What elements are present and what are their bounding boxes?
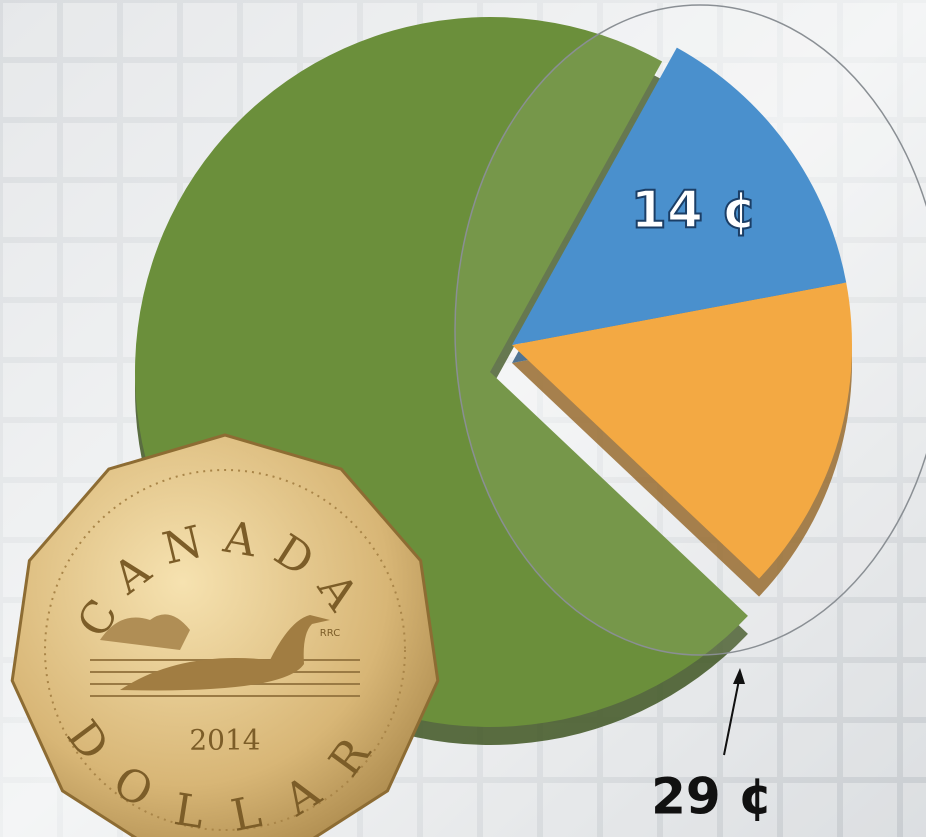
value-label: 14 ¢ [631,181,758,241]
coin-initials: RRC [320,628,340,639]
coin-year: 2014 [189,724,260,757]
annotation: 29 ¢ [651,768,773,826]
highlight-ellipse [455,5,926,655]
chart: 29 ¢ CANADA DOLLAR 2014 RRC 14 ¢ [0,0,926,837]
